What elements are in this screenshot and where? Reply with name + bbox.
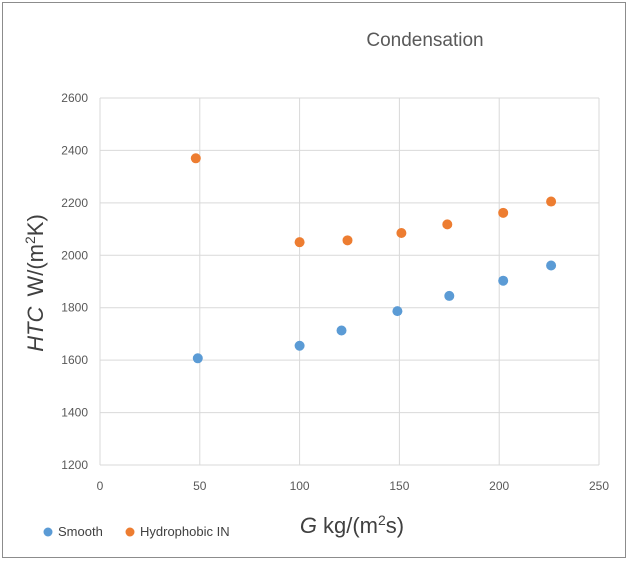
legend-label-smooth: Smooth: [58, 524, 103, 539]
grid-lines: [99, 97, 600, 466]
y-axis-label-units: W/(m: [23, 244, 48, 297]
y-tick-label: 2200: [61, 196, 88, 210]
y-axis-label: HTC W/(m2K): [22, 214, 48, 352]
legend: Smooth Hydrophobic IN: [43, 524, 230, 539]
point-smooth: [444, 290, 455, 301]
x-tick-label: 100: [290, 479, 310, 493]
x-axis-label-units: kg/(m: [323, 513, 378, 538]
point-hydrophobic-in: [190, 153, 201, 164]
x-tick-label: 150: [389, 479, 409, 493]
y-tick-label: 1800: [61, 301, 88, 315]
data-points: [190, 153, 557, 364]
x-axis-label-symbol: G: [300, 513, 317, 538]
legend-label-hydrophobic-in: Hydrophobic IN: [140, 524, 230, 539]
point-hydrophobic-in: [546, 196, 557, 207]
x-axis-label-units-end: s): [386, 513, 404, 538]
point-hydrophobic-in: [442, 219, 453, 230]
y-tick-label: 2600: [61, 91, 88, 105]
point-hydrophobic-in: [396, 228, 407, 239]
point-smooth: [192, 353, 203, 364]
point-smooth: [392, 306, 403, 317]
point-smooth: [336, 325, 347, 336]
point-smooth: [294, 340, 305, 351]
point-smooth: [498, 275, 509, 286]
y-tick-label: 1600: [61, 353, 88, 367]
chart-frame: 1200 1400 1600 1800 2000 2200 2400 2600 0 50 100 15…: [2, 2, 626, 558]
point-hydrophobic-in: [342, 235, 353, 246]
tick-labels: 1200 1400 1600 1800 2000 2200 2400 2600 0 50 100 15…: [61, 91, 609, 493]
x-tick-label: 0: [97, 479, 104, 493]
x-tick-label: 250: [589, 479, 609, 493]
x-axis-label-sup: 2: [378, 512, 386, 528]
y-axis-label-sup: 2: [22, 236, 38, 244]
y-axis-label-units-end: K): [23, 214, 48, 236]
y-tick-label: 2400: [61, 143, 88, 157]
point-hydrophobic-in: [294, 237, 305, 248]
y-axis-label-symbol: HTC: [23, 306, 48, 351]
legend-marker-hydrophobic-in: [125, 527, 135, 537]
point-hydrophobic-in: [498, 207, 509, 218]
y-tick-label: 2000: [61, 248, 88, 262]
x-tick-label: 200: [489, 479, 509, 493]
chart-title: Condensation: [366, 30, 483, 51]
y-tick-label: 1400: [61, 406, 88, 420]
x-tick-label: 50: [193, 479, 207, 493]
legend-marker-smooth: [43, 527, 53, 537]
point-smooth: [546, 260, 557, 271]
y-tick-label: 1200: [61, 458, 88, 472]
